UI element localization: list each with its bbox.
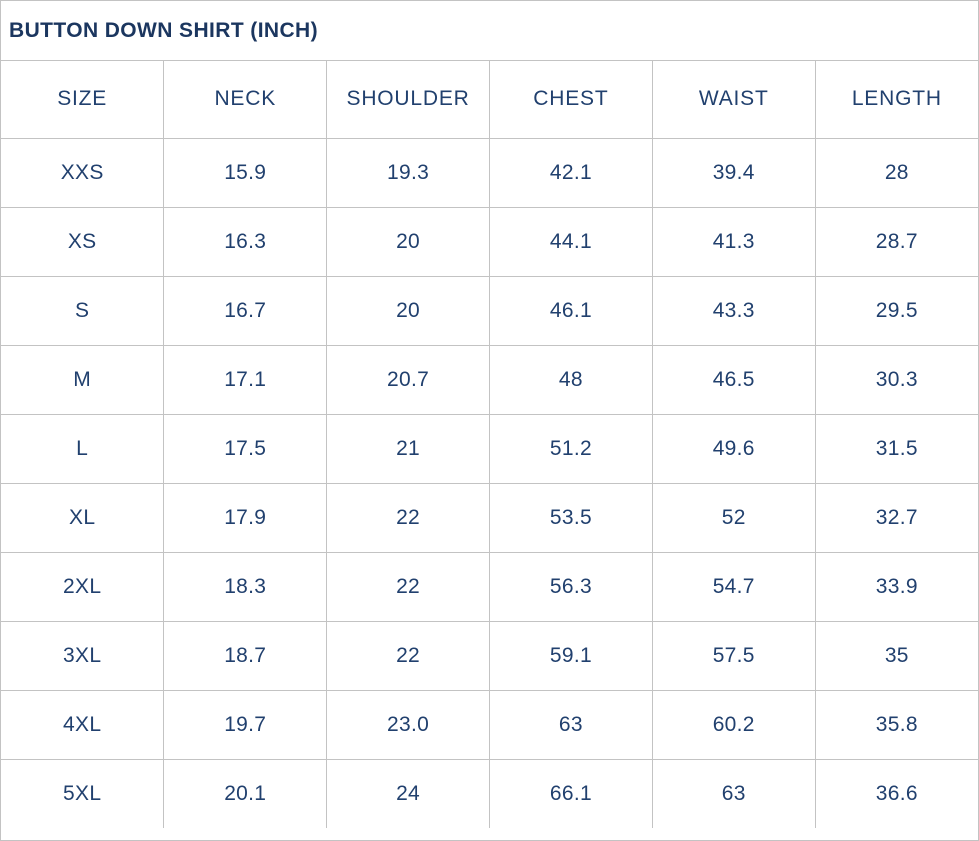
measurement-cell: 56.3	[488, 551, 653, 622]
measurement-cell: 31.5	[814, 413, 978, 484]
table-row: L 17.5 21 51.2 49.6 31.5	[1, 413, 978, 484]
measurement-cell: 22	[326, 620, 490, 691]
measurement-cell: 24	[326, 758, 490, 829]
measurement-cell: 20.1	[163, 758, 328, 829]
measurement-cell: 20	[326, 206, 490, 277]
table-row: XXS 15.9 19.3 42.1 39.4 28	[1, 137, 978, 208]
measurement-cell: 32.7	[814, 482, 978, 553]
column-header-chest: CHEST	[488, 60, 653, 139]
measurement-cell: 35.8	[814, 689, 978, 760]
measurement-cell: 20.7	[326, 344, 490, 415]
header-row: SIZE NECK SHOULDER CHEST WAIST LENGTH	[1, 60, 978, 139]
measurement-cell: 28	[814, 137, 978, 208]
measurement-cell: 30.3	[814, 344, 978, 415]
size-cell: 5XL	[1, 758, 165, 829]
measurement-cell: 52	[651, 482, 816, 553]
measurement-cell: 21	[326, 413, 490, 484]
size-cell: XL	[1, 482, 165, 553]
column-header-size: SIZE	[1, 60, 165, 139]
table-row: XL 17.9 22 53.5 52 32.7	[1, 482, 978, 553]
measurement-cell: 17.9	[163, 482, 328, 553]
measurement-cell: 16.3	[163, 206, 328, 277]
measurement-cell: 18.3	[163, 551, 328, 622]
measurement-cell: 54.7	[651, 551, 816, 622]
table-row: XS 16.3 20 44.1 41.3 28.7	[1, 206, 978, 277]
measurement-cell: 43.3	[651, 275, 816, 346]
size-chart-title: BUTTON DOWN SHIRT (INCH)	[9, 18, 319, 42]
column-header-waist: WAIST	[651, 60, 816, 139]
column-header-length: LENGTH	[814, 60, 978, 139]
measurement-cell: 63	[651, 758, 816, 829]
measurement-cell: 57.5	[651, 620, 816, 691]
measurement-cell: 48	[488, 344, 653, 415]
measurement-cell: 29.5	[814, 275, 978, 346]
table-head: SIZE NECK SHOULDER CHEST WAIST LENGTH	[1, 60, 978, 139]
size-cell: 3XL	[1, 620, 165, 691]
measurement-cell: 15.9	[163, 137, 328, 208]
measurement-cell: 22	[326, 551, 490, 622]
column-header-shoulder: SHOULDER	[326, 60, 490, 139]
measurement-cell: 19.7	[163, 689, 328, 760]
measurement-cell: 22	[326, 482, 490, 553]
measurement-cell: 36.6	[814, 758, 978, 829]
measurement-cell: 18.7	[163, 620, 328, 691]
measurement-cell: 44.1	[488, 206, 653, 277]
measurement-cell: 35	[814, 620, 978, 691]
table-row: 3XL 18.7 22 59.1 57.5 35	[1, 620, 978, 691]
column-header-neck: NECK	[163, 60, 328, 139]
size-cell: M	[1, 344, 165, 415]
measurement-cell: 39.4	[651, 137, 816, 208]
size-cell: XXS	[1, 137, 165, 208]
measurement-cell: 46.5	[651, 344, 816, 415]
size-chart-title-bar: BUTTON DOWN SHIRT (INCH)	[1, 1, 978, 61]
measurement-cell: 19.3	[326, 137, 490, 208]
table-row: 5XL 20.1 24 66.1 63 36.6	[1, 758, 978, 829]
size-cell: XS	[1, 206, 165, 277]
measurement-cell: 51.2	[488, 413, 653, 484]
measurement-cell: 53.5	[488, 482, 653, 553]
size-cell: 2XL	[1, 551, 165, 622]
measurement-cell: 60.2	[651, 689, 816, 760]
measurement-cell: 17.5	[163, 413, 328, 484]
table-row: M 17.1 20.7 48 46.5 30.3	[1, 344, 978, 415]
table-body: XXS 15.9 19.3 42.1 39.4 28 XS 16.3 20 44.1 41.3 28.…	[1, 137, 978, 829]
table-row: 4XL 19.7 23.0 63 60.2 35.8	[1, 689, 978, 760]
measurement-cell: 41.3	[651, 206, 816, 277]
measurement-cell: 28.7	[814, 206, 978, 277]
table-row: S 16.7 20 46.1 43.3 29.5	[1, 275, 978, 346]
measurement-cell: 66.1	[488, 758, 653, 829]
measurement-cell: 17.1	[163, 344, 328, 415]
measurement-cell: 42.1	[488, 137, 653, 208]
table-row: 2XL 18.3 22 56.3 54.7 33.9	[1, 551, 978, 622]
measurement-cell: 59.1	[488, 620, 653, 691]
size-cell: L	[1, 413, 165, 484]
size-cell: S	[1, 275, 165, 346]
measurement-cell: 63	[488, 689, 653, 760]
measurement-cell: 16.7	[163, 275, 328, 346]
measurement-cell: 33.9	[814, 551, 978, 622]
measurement-cell: 23.0	[326, 689, 490, 760]
measurement-cell: 20	[326, 275, 490, 346]
measurement-cell: 46.1	[488, 275, 653, 346]
size-cell: 4XL	[1, 689, 165, 760]
size-chart-table: SIZE NECK SHOULDER CHEST WAIST LENGTH XXS 15.9…	[1, 60, 978, 829]
measurement-cell: 49.6	[651, 413, 816, 484]
